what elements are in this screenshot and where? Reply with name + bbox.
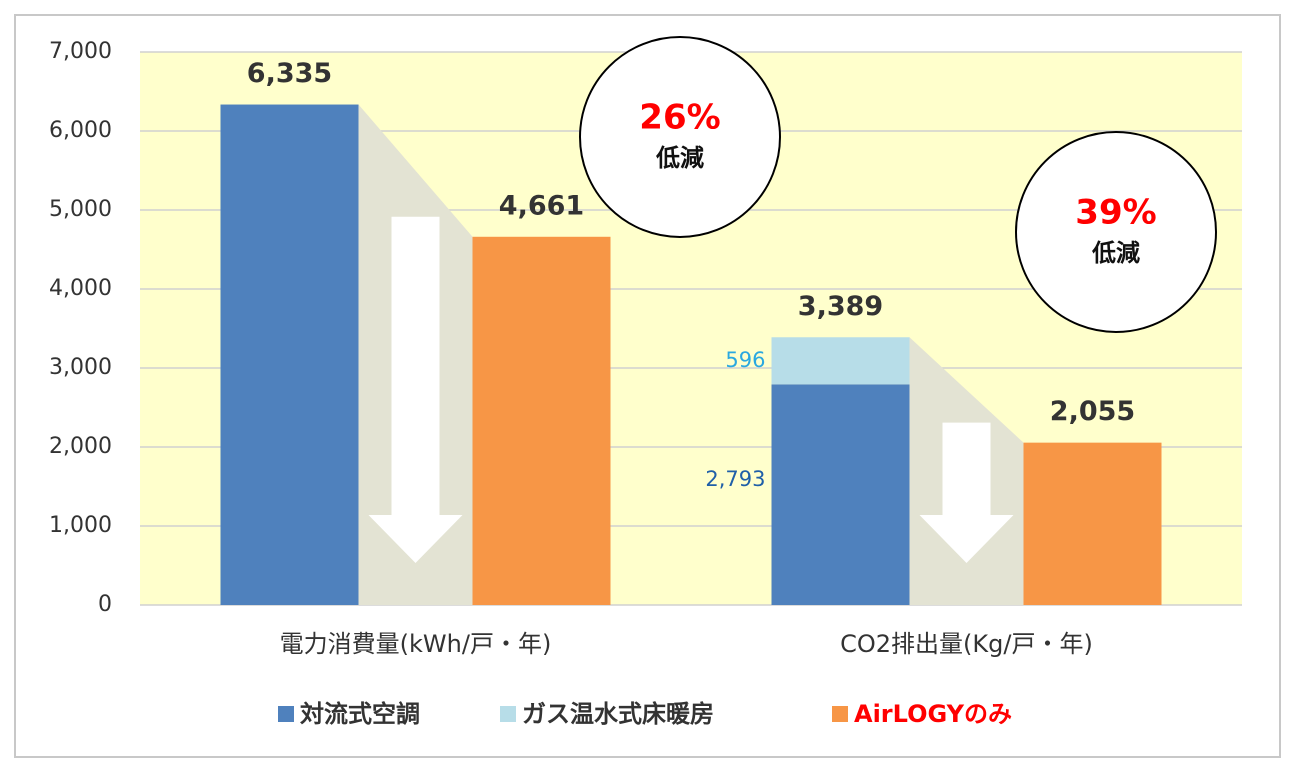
value-label: 2,793: [705, 467, 765, 491]
bar: [1023, 442, 1162, 605]
y-tick-label: 3,000: [49, 355, 112, 380]
x-tick-label: 電力消費量(kWh/戸・年): [280, 630, 552, 658]
y-tick-label: 1,000: [49, 513, 112, 538]
legend-label: ガス温水式床暖房: [522, 700, 714, 728]
legend-swatch: [278, 706, 294, 722]
value-label: 596: [725, 348, 765, 372]
reduction-arrow: [919, 422, 1014, 563]
annotation-text: 39%: [1075, 193, 1156, 233]
total-label: 3,389: [798, 291, 883, 322]
annotation-circle: [1015, 131, 1217, 333]
bar: [771, 384, 910, 605]
y-tick-label: 5,000: [49, 197, 112, 222]
y-tick-label: 4,000: [49, 276, 112, 301]
y-tick-label: 6,000: [49, 118, 112, 143]
value-label: 4,661: [499, 190, 584, 221]
legend-swatch: [500, 706, 516, 722]
bar: [220, 104, 359, 605]
reduction-arrow: [368, 216, 463, 563]
annotation-text: 26%: [639, 98, 720, 138]
legend-label: AirLOGYのみ: [854, 700, 1012, 728]
annotation-sub: 低減: [655, 144, 704, 172]
total-label: 6,335: [247, 58, 332, 89]
x-tick-label: CO2排出量(Kg/戸・年): [840, 630, 1093, 658]
bar: [771, 337, 910, 385]
bar: [472, 236, 611, 605]
legend-swatch: [832, 706, 848, 722]
value-label: 2,055: [1050, 396, 1135, 427]
y-tick-label: 2,000: [49, 434, 112, 459]
legend-label: 対流式空調: [300, 700, 420, 728]
annotation-circle: [579, 36, 781, 238]
y-tick-label: 0: [98, 592, 112, 617]
y-tick-label: 7,000: [49, 39, 112, 64]
annotation-sub: 低減: [1091, 239, 1140, 267]
